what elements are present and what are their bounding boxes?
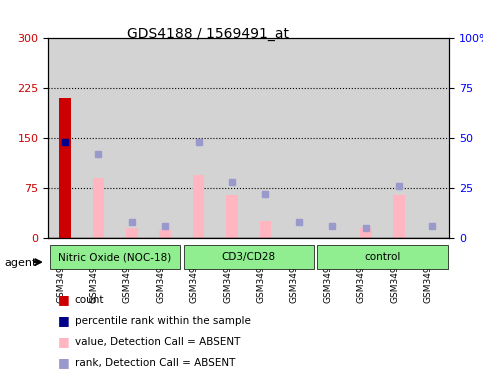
Bar <box>349 38 383 238</box>
Text: count: count <box>75 295 104 305</box>
Text: percentile rank within the sample: percentile rank within the sample <box>75 316 251 326</box>
Bar <box>259 222 271 238</box>
Bar <box>159 230 171 238</box>
Bar <box>149 38 182 238</box>
Text: control: control <box>364 252 400 262</box>
Bar <box>393 195 405 238</box>
Text: value, Detection Call = ABSENT: value, Detection Call = ABSENT <box>75 337 240 347</box>
Bar <box>182 38 215 238</box>
Bar <box>416 38 449 238</box>
Bar <box>315 38 349 238</box>
Bar <box>282 38 315 238</box>
Bar <box>360 228 371 238</box>
Text: Nitric Oxide (NOC-18): Nitric Oxide (NOC-18) <box>58 252 172 262</box>
FancyBboxPatch shape <box>50 245 180 270</box>
Text: ■: ■ <box>58 293 70 306</box>
Bar <box>193 175 204 238</box>
Bar <box>48 38 82 238</box>
Bar <box>226 195 238 238</box>
Bar <box>383 38 416 238</box>
Bar <box>93 178 104 238</box>
Text: agent: agent <box>5 258 37 268</box>
Text: ■: ■ <box>58 314 70 327</box>
Bar <box>115 38 149 238</box>
Text: ■: ■ <box>58 335 70 348</box>
Bar <box>249 38 282 238</box>
Bar <box>59 98 71 238</box>
Bar <box>126 228 138 238</box>
Text: GDS4188 / 1569491_at: GDS4188 / 1569491_at <box>127 27 289 41</box>
Bar <box>215 38 249 238</box>
Text: rank, Detection Call = ABSENT: rank, Detection Call = ABSENT <box>75 358 235 368</box>
Text: ■: ■ <box>58 356 70 369</box>
FancyBboxPatch shape <box>317 245 448 270</box>
Text: CD3/CD28: CD3/CD28 <box>222 252 276 262</box>
Bar <box>82 38 115 238</box>
FancyBboxPatch shape <box>184 245 314 270</box>
